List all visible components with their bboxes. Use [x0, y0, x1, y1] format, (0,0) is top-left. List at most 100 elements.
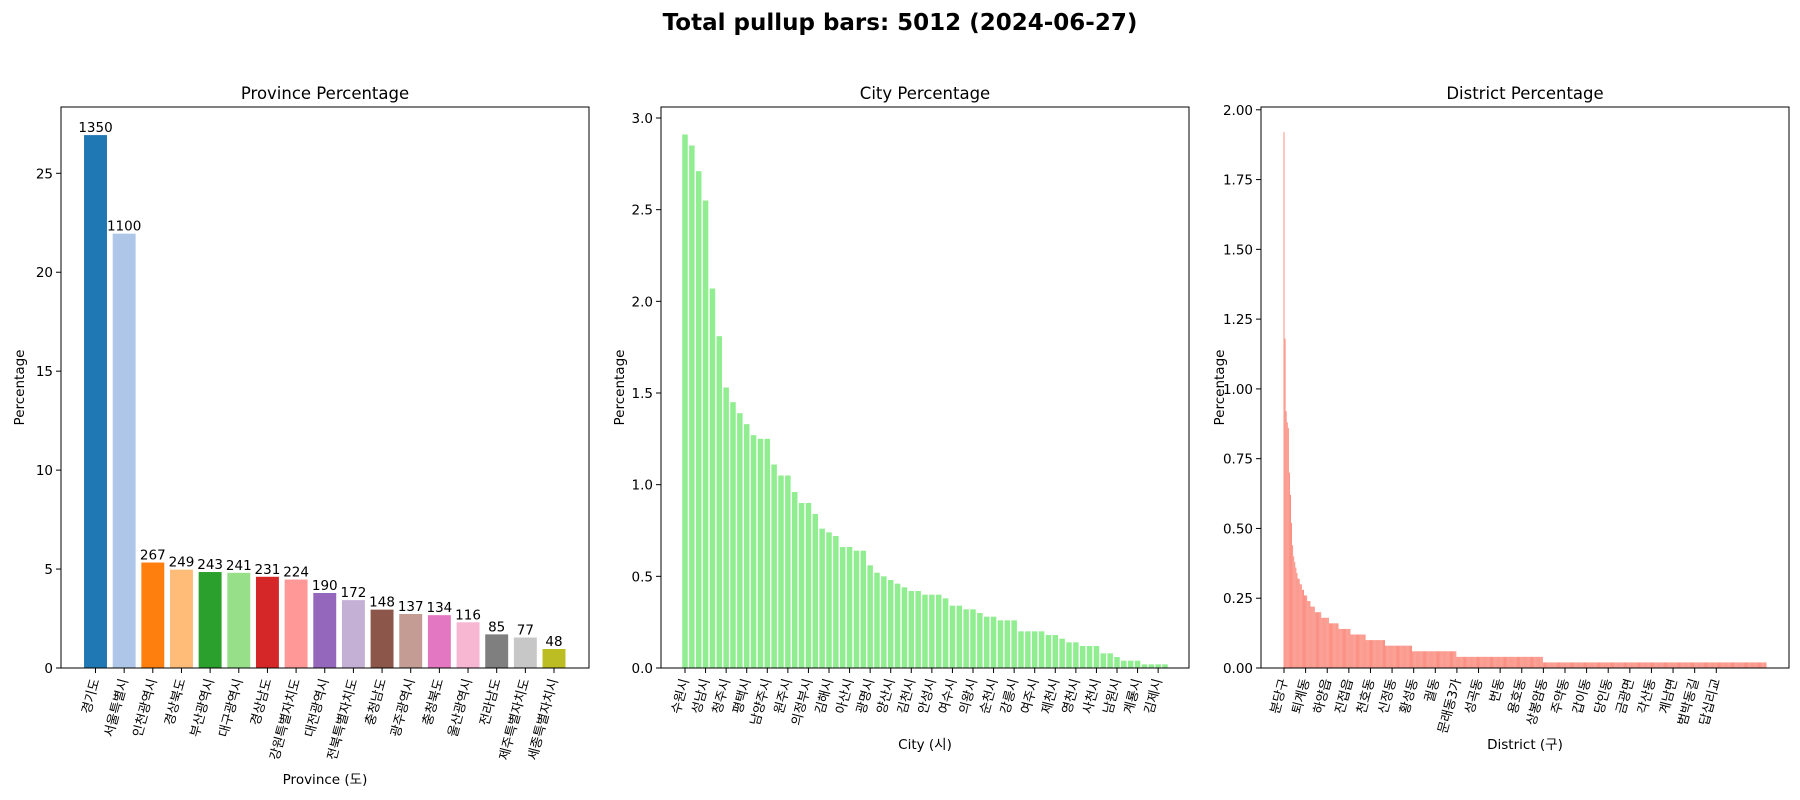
bar: [1551, 662, 1553, 668]
x-tick-label: 대구광역시: [217, 677, 247, 739]
bar: [1330, 623, 1331, 668]
bar: [1321, 617, 1323, 668]
bar: [1444, 651, 1446, 668]
bar: [1453, 651, 1455, 668]
bar: [1451, 651, 1452, 668]
bar: [1609, 662, 1611, 668]
bar: [716, 336, 723, 668]
bar: [1479, 656, 1481, 668]
bar: [1521, 656, 1523, 668]
bar: [1603, 662, 1605, 668]
x-tick-label: 진접읍: [1333, 677, 1357, 716]
bar: [1291, 522, 1292, 668]
bar: [1566, 662, 1568, 668]
bar: [1288, 472, 1290, 668]
bar: [737, 413, 743, 668]
bar: [1341, 628, 1343, 668]
y-tick-label: 25: [36, 166, 53, 182]
bar: [456, 622, 480, 668]
bar: [1734, 662, 1736, 668]
bar: [1438, 651, 1439, 668]
bar: [1665, 662, 1666, 668]
bar: [1660, 662, 1662, 668]
bar: [1391, 645, 1393, 668]
bar: [1750, 662, 1752, 668]
y-tick-label: 1.0: [632, 478, 653, 494]
bar: [1346, 628, 1348, 668]
bar: [1121, 660, 1127, 668]
bar: [1415, 651, 1417, 668]
bar: [1107, 653, 1113, 668]
bar: [723, 387, 729, 668]
bar: [1506, 656, 1508, 668]
bar: [1430, 651, 1432, 668]
bar: [1617, 662, 1619, 668]
bar: [1564, 662, 1566, 668]
bar: [1694, 662, 1696, 668]
bar: [1031, 631, 1038, 668]
bar: [1395, 645, 1397, 668]
bar: [1540, 656, 1542, 668]
bar: [908, 591, 915, 668]
bar: [1580, 662, 1582, 668]
bar: [983, 616, 990, 668]
bar: [1305, 595, 1307, 668]
bar: [970, 609, 976, 668]
bar: [1372, 640, 1374, 668]
x-axis-label: District (구): [1487, 737, 1563, 753]
bar: [812, 514, 819, 668]
bar: [1375, 640, 1377, 668]
bar: [1728, 662, 1730, 668]
bar: [771, 464, 777, 668]
bar: [1611, 662, 1612, 668]
bar: [1742, 662, 1744, 668]
y-axis-label: Percentage: [12, 350, 28, 426]
bar: [1586, 662, 1588, 668]
bar: [1678, 662, 1679, 668]
bar: [1627, 662, 1629, 668]
bar: [1401, 645, 1403, 668]
x-tick-label: 대전광역시: [303, 677, 333, 739]
bar: [370, 609, 394, 668]
bar: [1413, 651, 1415, 668]
bar: [1424, 651, 1425, 668]
bar: [1652, 662, 1653, 668]
bar: [1696, 662, 1698, 668]
chart-title: District Percentage: [1446, 84, 1603, 103]
x-tick-label: 울산광역시: [446, 677, 476, 739]
bar: [1445, 651, 1447, 668]
bar: [1593, 662, 1595, 668]
bar: [1559, 662, 1561, 668]
bar: [1556, 662, 1558, 668]
bar: [1692, 662, 1693, 668]
bar: [1682, 662, 1684, 668]
bar: [1367, 640, 1369, 668]
bar: [1687, 662, 1689, 668]
x-tick-label: 부산광역시: [188, 677, 218, 739]
bar: [1533, 656, 1535, 668]
bar: [1582, 662, 1584, 668]
bar: [1464, 656, 1465, 668]
bar-count-label: 85: [488, 619, 505, 635]
bar: [1762, 662, 1764, 668]
bar: [1732, 662, 1733, 668]
bar: [798, 503, 805, 668]
bar: [1350, 634, 1352, 668]
bar: [1695, 662, 1697, 668]
bar: [1312, 606, 1314, 668]
bar: [1653, 662, 1655, 668]
bar: [1639, 662, 1640, 668]
bar: [1722, 662, 1724, 668]
bar: [84, 135, 107, 669]
bar: [1568, 662, 1570, 668]
bar: [1565, 662, 1567, 668]
bar: [1615, 662, 1617, 668]
bar: [1404, 645, 1406, 668]
x-axis-label: City (시): [898, 737, 952, 753]
bar: [1315, 612, 1317, 668]
bar: [1303, 589, 1304, 668]
bar: [826, 532, 832, 668]
bar: [1462, 656, 1464, 668]
bar: [1420, 651, 1422, 668]
